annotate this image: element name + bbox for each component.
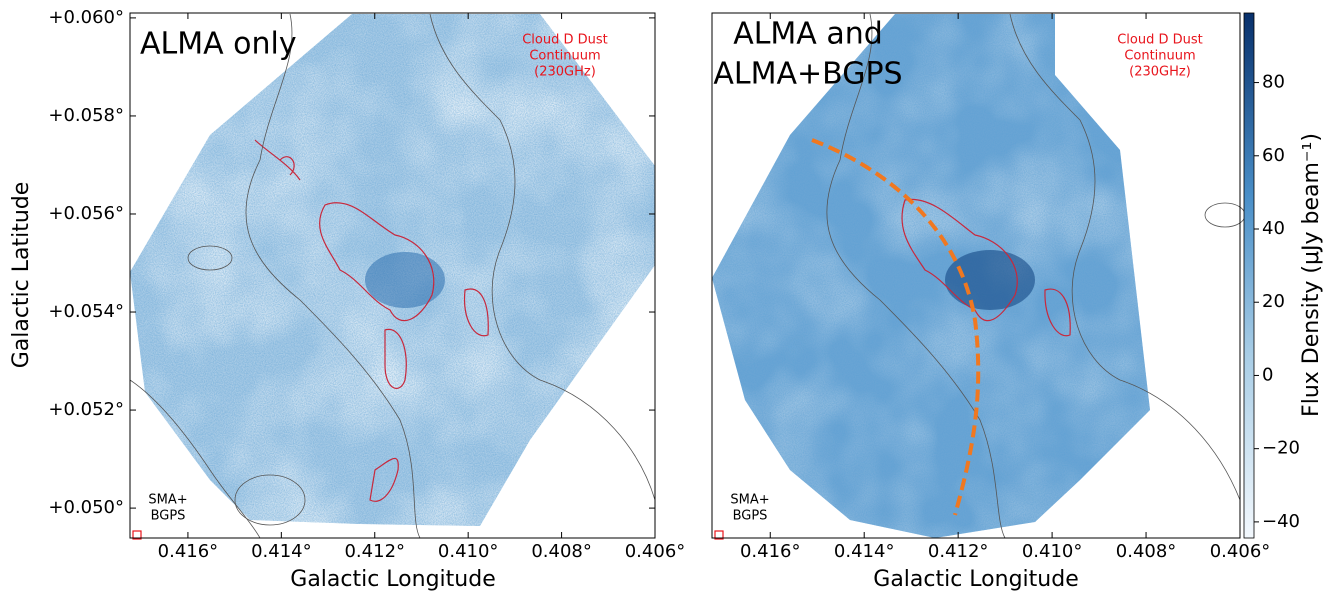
annotation: Continuum (1124, 49, 1195, 64)
beam-marker (132, 530, 142, 540)
panel-title: ALMA and (733, 17, 883, 52)
x-tick-label: 0.406° (1210, 541, 1271, 562)
annotation: Cloud D Dust (522, 33, 608, 48)
image-right (712, 13, 1246, 539)
y-tick-label: +0.056° (48, 203, 124, 224)
x-tick-label: 0.416° (158, 541, 219, 562)
colorbar-tick-label: −40 (1262, 511, 1300, 532)
y-tick-label: +0.050° (48, 497, 124, 518)
annotation: Cloud D Dust (1117, 33, 1203, 48)
axes-frame (711, 12, 1241, 539)
x-axis-label: Galactic Longitude (873, 567, 1078, 592)
y-tick-label: +0.060° (48, 7, 124, 28)
y-tick-label: +0.054° (48, 301, 124, 322)
x-tick-label: 0.412° (928, 541, 989, 562)
annotation: Continuum (529, 49, 600, 64)
y-axis-label: Galactic Latitude (9, 182, 34, 369)
colorbar-tick-label: 40 (1262, 218, 1285, 239)
beam-label: BGPS (733, 509, 768, 524)
colorbar-tick-label: 0 (1262, 364, 1273, 385)
mask (0, 0, 1336, 13)
y-tick-label: +0.052° (48, 399, 124, 420)
annotation: (230GHz) (1129, 65, 1191, 80)
beam-label: SMA+ (148, 493, 187, 508)
colorbar-tick-label: 60 (1262, 145, 1285, 166)
x-tick-label: 0.416° (740, 541, 801, 562)
image-left (129, 13, 656, 539)
x-axis-label: Galactic Longitude (290, 567, 495, 592)
x-tick-label: 0.410° (1022, 541, 1083, 562)
x-tick-label: 0.414° (834, 541, 895, 562)
mask (0, 538, 1336, 594)
beam-label: SMA+ (730, 493, 769, 508)
x-tick-label: 0.410° (438, 541, 499, 562)
panel-title: ALMA only (140, 27, 297, 62)
colorbar-label: Flux Density (μJy beam⁻¹) (1299, 133, 1324, 417)
x-tick-label: 0.406° (625, 541, 686, 562)
y-tick-label: +0.058° (48, 105, 124, 126)
x-tick-label: 0.408° (1116, 541, 1177, 562)
annotation: (230GHz) (534, 65, 596, 80)
colorbar (1243, 12, 1255, 539)
panel-title: ALMA+BGPS (713, 57, 902, 92)
axes-frame (129, 12, 656, 539)
x-tick-label: 0.412° (344, 541, 405, 562)
beam-marker (714, 530, 724, 540)
colorbar-tick-label: 20 (1262, 291, 1285, 312)
colorbar-tick-label: −20 (1262, 438, 1300, 459)
beam-label: BGPS (151, 509, 186, 524)
x-tick-label: 0.414° (251, 541, 312, 562)
colorbar-tick-label: 80 (1262, 72, 1285, 93)
x-tick-label: 0.408° (531, 541, 592, 562)
